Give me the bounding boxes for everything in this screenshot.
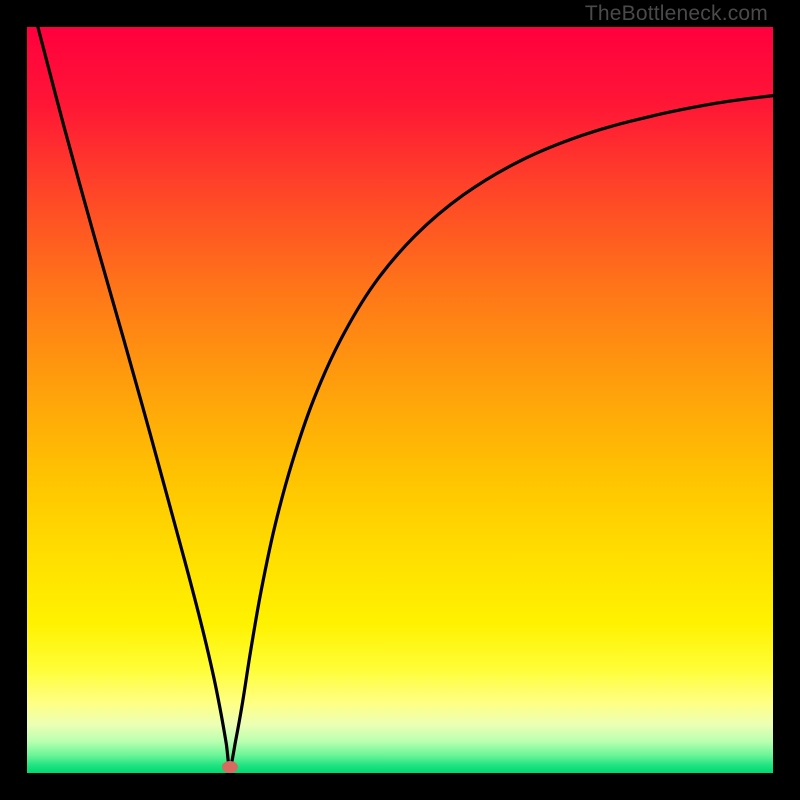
bottleneck-curve <box>27 27 773 773</box>
curve-line <box>36 27 773 767</box>
plot-area <box>27 27 773 773</box>
minimum-marker <box>222 761 238 773</box>
watermark-text: TheBottleneck.com <box>585 2 768 26</box>
chart-container: TheBottleneck.com <box>0 0 800 800</box>
